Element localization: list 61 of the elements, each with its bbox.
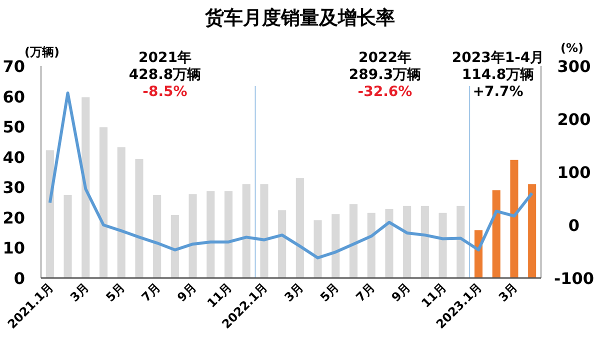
- y-tick-label: 30: [2, 178, 25, 198]
- y-tick-label: 70: [2, 57, 25, 76]
- bar: [510, 160, 518, 278]
- bar: [420, 206, 429, 278]
- annotation: 289.3万辆: [348, 67, 422, 83]
- bar: [242, 184, 250, 278]
- bar: [278, 210, 286, 278]
- annotation: -32.6%: [358, 84, 412, 100]
- bar: [296, 178, 304, 278]
- bar: [492, 190, 500, 278]
- bar: [99, 127, 108, 278]
- bar: [64, 195, 72, 278]
- bar: [403, 206, 412, 278]
- annotation: 2021年: [138, 50, 192, 66]
- y2-tick-label: 300: [557, 57, 591, 76]
- bar: [170, 215, 179, 278]
- annotation: 2023年1-4月: [452, 50, 544, 66]
- bar: [46, 150, 54, 278]
- bar: [224, 191, 233, 278]
- y-tick-label: 10: [2, 238, 25, 258]
- x-tick-label: 9月: [174, 280, 199, 305]
- bar: [260, 184, 268, 278]
- annotation: 114.8万辆: [462, 67, 534, 83]
- x-tick-label: 5月: [103, 280, 128, 305]
- annotation: -8.5%: [142, 84, 188, 100]
- y-tick-label: 0: [14, 269, 25, 288]
- x-tick-label: 7月: [353, 280, 378, 305]
- x-tick-label: 3月: [67, 280, 92, 305]
- annotation: +7.7%: [472, 84, 524, 100]
- bar: [528, 184, 536, 278]
- bar: [117, 147, 126, 278]
- y2-axis-title: (%): [560, 41, 584, 55]
- x-tick-label: 9月: [388, 280, 414, 305]
- y-tick-label: 60: [2, 87, 25, 106]
- y2-tick-label: 0: [568, 216, 580, 235]
- y-tick-label: 40: [2, 148, 25, 167]
- bar: [367, 212, 376, 278]
- annotation: 2022年: [358, 50, 412, 66]
- x-tick-label: 7月: [138, 280, 164, 305]
- bar: [385, 208, 394, 278]
- x-tick-label: 3月: [282, 280, 306, 305]
- x-tick-label: 3月: [496, 280, 520, 305]
- y-tick-label: 50: [2, 118, 25, 137]
- annotation: 428.8万辆: [128, 67, 202, 83]
- y-axis-title: (万辆): [24, 45, 60, 59]
- y2-tick-label: 100: [557, 163, 591, 182]
- y-tick-label: 20: [2, 208, 25, 228]
- chart-title: 货车月度销量及增长率: [204, 7, 395, 29]
- bar: [332, 214, 340, 278]
- bar: [314, 220, 322, 278]
- bar: [153, 195, 162, 278]
- bar: [135, 158, 144, 278]
- y2-tick-label: -100: [554, 269, 594, 288]
- bar: [188, 194, 197, 278]
- bar: [438, 212, 447, 278]
- x-tick-label: 5月: [317, 280, 342, 305]
- bar: [456, 206, 465, 278]
- y2-tick-label: 200: [557, 110, 591, 129]
- bar: [206, 191, 215, 278]
- bar: [349, 204, 358, 278]
- bar: [82, 97, 90, 278]
